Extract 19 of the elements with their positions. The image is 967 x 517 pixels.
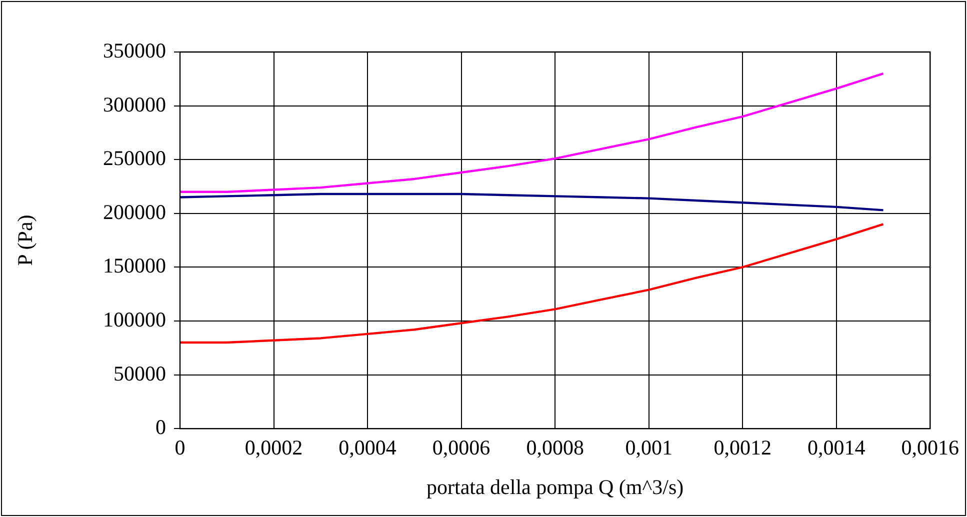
y-tick-label: 0 (156, 415, 166, 440)
y-tick-label: 100000 (103, 308, 166, 332)
x-tick-label: 0,0006 (432, 436, 490, 460)
x-tick-label: 0 (174, 436, 186, 460)
y-axis-title: P (Pa) (13, 214, 38, 266)
y-tick-label: 350000 (103, 38, 166, 63)
x-tick-label: 0,0008 (526, 436, 584, 460)
y-tick-label: 300000 (103, 92, 166, 116)
x-tick-label: 0,0012 (714, 436, 772, 460)
x-tick-label: 0,0002 (244, 436, 303, 460)
x-tick-label: 0,0016 (901, 436, 959, 460)
y-tick-label: 200000 (103, 200, 166, 224)
y-tick-label: 250000 (103, 146, 166, 170)
x-axis-title: portata della pompa Q (m^3/s) (426, 474, 684, 499)
y-tick-label: 150000 (103, 254, 166, 278)
x-tick-label: 0,0014 (807, 436, 866, 460)
x-tick-label: 0,0004 (338, 436, 397, 460)
y-tick-label: 50000 (114, 361, 166, 386)
x-tick-label: 0,001 (625, 436, 672, 460)
